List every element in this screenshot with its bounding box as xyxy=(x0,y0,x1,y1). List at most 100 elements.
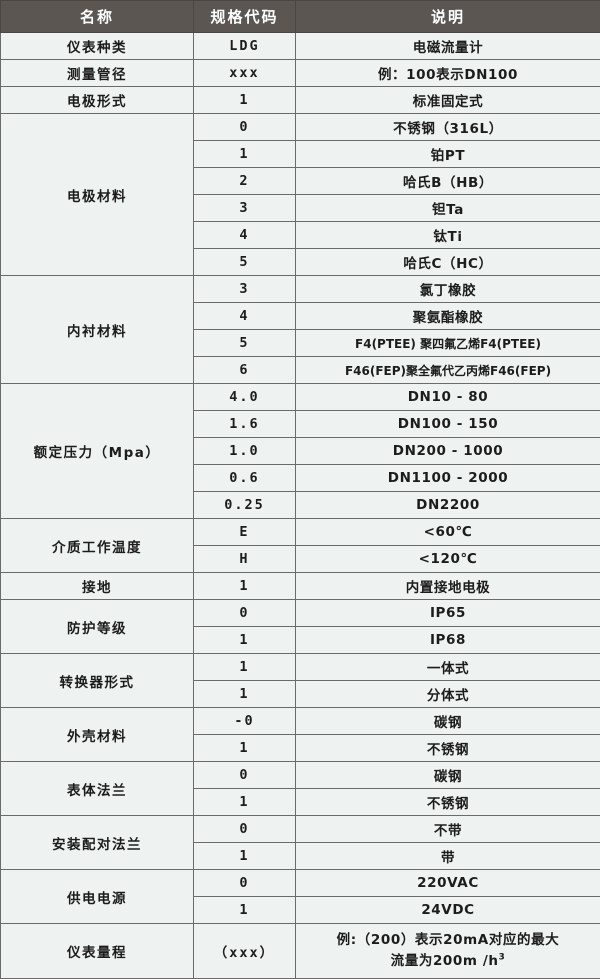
description-cell: IP68 xyxy=(296,627,600,654)
spec-code-cell: 0 xyxy=(194,816,296,843)
spec-code-cell: -0 xyxy=(194,708,296,735)
row-group-name: 额定压力（Mpa） xyxy=(1,384,194,519)
spec-code-cell: 1.6 xyxy=(194,411,296,438)
description-cell: 电磁流量计 xyxy=(296,33,600,60)
spec-code-cell: 1 xyxy=(194,654,296,681)
spec-code-cell: 4 xyxy=(194,303,296,330)
spec-code-cell: 6 xyxy=(194,357,296,384)
description-cell: 铂PT xyxy=(296,141,600,168)
spec-code-cell: 3 xyxy=(194,195,296,222)
spec-code-cell: 1 xyxy=(194,573,296,600)
row-group-name: 仪表量程 xyxy=(1,924,194,979)
description-cell: 例：100表示DN100 xyxy=(296,60,600,87)
description-cell: 氯丁橡胶 xyxy=(296,276,600,303)
row-group-name: 电极材料 xyxy=(1,114,194,276)
description-cell: 碳钢 xyxy=(296,762,600,789)
spec-code-cell: xxx xyxy=(194,60,296,87)
description-cell: 钽Ta xyxy=(296,195,600,222)
spec-code-cell: H xyxy=(194,546,296,573)
row-group-name: 防护等级 xyxy=(1,600,194,654)
description-cell: 例:（200）表示20mA对应的最大流量为200m /h3 xyxy=(296,924,600,979)
spec-code-cell: 1 xyxy=(194,627,296,654)
description-cell: 钛Ti xyxy=(296,222,600,249)
description-cell: 不锈钢（316L） xyxy=(296,114,600,141)
description-cell: IP65 xyxy=(296,600,600,627)
column-header-code: 规格代码 xyxy=(194,1,296,33)
table-header: 名称 规格代码 说明 xyxy=(1,1,600,33)
table-row: 仪表量程（xxx）例:（200）表示20mA对应的最大流量为200m /h3 xyxy=(1,924,600,979)
row-group-name: 转换器形式 xyxy=(1,654,194,708)
header-row: 名称 规格代码 说明 xyxy=(1,1,600,33)
description-cell: 不带 xyxy=(296,816,600,843)
column-header-description: 说明 xyxy=(296,1,600,33)
row-group-name: 外壳材料 xyxy=(1,708,194,762)
description-cell: DN100 - 150 xyxy=(296,411,600,438)
row-group-name: 介质工作温度 xyxy=(1,519,194,573)
spec-code-cell: 0 xyxy=(194,870,296,897)
column-header-name: 名称 xyxy=(1,1,194,33)
spec-code-cell: 1 xyxy=(194,87,296,114)
spec-code-cell: LDG xyxy=(194,33,296,60)
description-cell: DN10 - 80 xyxy=(296,384,600,411)
description-cell: F46(FEP)聚全氟代乙丙烯F46(FEP) xyxy=(296,357,600,384)
description-cell: DN1100 - 2000 xyxy=(296,465,600,492)
spec-code-cell: 1 xyxy=(194,843,296,870)
description-cell: 220VAC xyxy=(296,870,600,897)
spec-code-cell: 4 xyxy=(194,222,296,249)
row-group-name: 电极形式 xyxy=(1,87,194,114)
spec-code-cell: 1.0 xyxy=(194,438,296,465)
description-cell: 内置接地电极 xyxy=(296,573,600,600)
description-cell: 哈氏C（HC） xyxy=(296,249,600,276)
spec-code-cell: 1 xyxy=(194,141,296,168)
description-cell: 一体式 xyxy=(296,654,600,681)
description-cell: 标准固定式 xyxy=(296,87,600,114)
spec-code-cell: 1 xyxy=(194,681,296,708)
spec-code-cell: 4.0 xyxy=(194,384,296,411)
spec-code-cell: E xyxy=(194,519,296,546)
spec-code-cell: 2 xyxy=(194,168,296,195)
row-group-name: 安装配对法兰 xyxy=(1,816,194,870)
description-cell: 分体式 xyxy=(296,681,600,708)
description-cell: 聚氨酯橡胶 xyxy=(296,303,600,330)
description-cell: 不锈钢 xyxy=(296,735,600,762)
spec-code-cell: 0 xyxy=(194,762,296,789)
spec-code-cell: 1 xyxy=(194,735,296,762)
spec-code-cell: （xxx） xyxy=(194,924,296,979)
row-group-name: 仪表种类 xyxy=(1,33,194,60)
spec-code-cell: 0.6 xyxy=(194,465,296,492)
description-cell: 24VDC xyxy=(296,897,600,924)
description-cell: DN200 - 1000 xyxy=(296,438,600,465)
description-cell: <60℃ xyxy=(296,519,600,546)
description-cell: <120℃ xyxy=(296,546,600,573)
spec-code-cell: 0 xyxy=(194,114,296,141)
row-group-name: 表体法兰 xyxy=(1,762,194,816)
row-group-name: 接地 xyxy=(1,573,194,600)
spec-code-cell: 1 xyxy=(194,789,296,816)
spec-code-cell: 1 xyxy=(194,897,296,924)
spec-code-cell: 3 xyxy=(194,276,296,303)
description-cell: DN2200 xyxy=(296,492,600,519)
row-group-name: 内衬材料 xyxy=(1,276,194,384)
description-cell: 带 xyxy=(296,843,600,870)
description-cell: 哈氏B（HB） xyxy=(296,168,600,195)
description-cell: 不锈钢 xyxy=(296,789,600,816)
spec-code-cell: 5 xyxy=(194,330,296,357)
row-group-name: 测量管径 xyxy=(1,60,194,87)
description-cell: 碳钢 xyxy=(296,708,600,735)
